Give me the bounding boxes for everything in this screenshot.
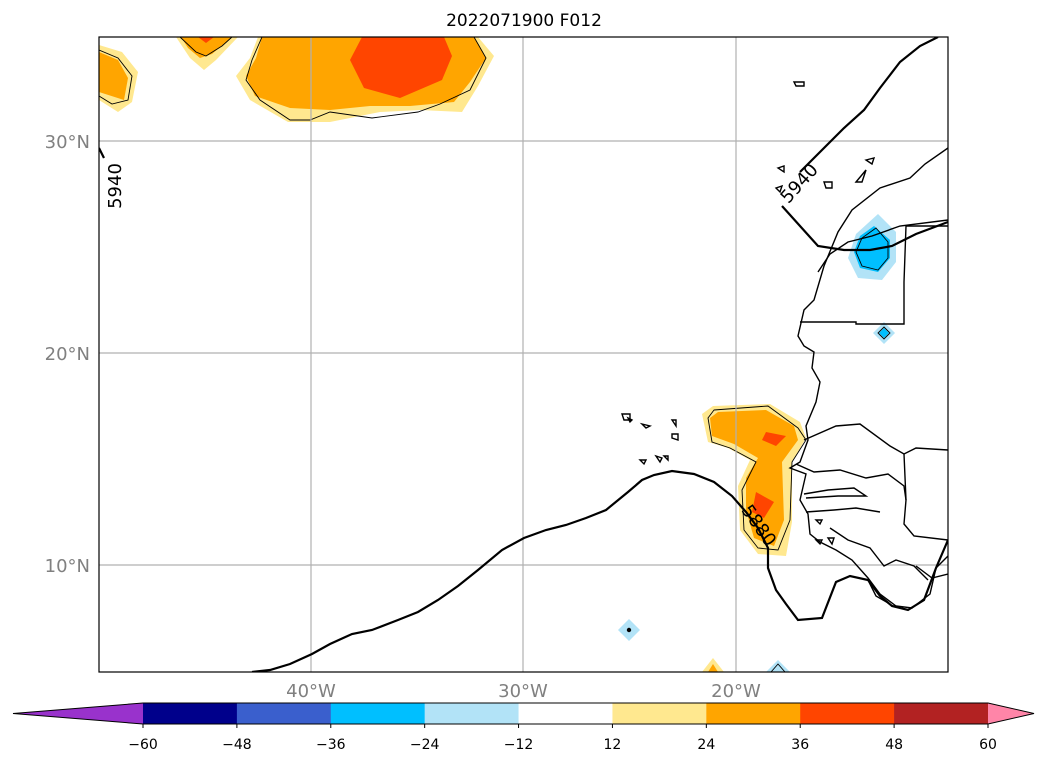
anomaly-negative-small-inner — [879, 328, 889, 338]
madeira-island — [792, 81, 805, 87]
colorbar-segment — [236, 703, 332, 724]
map-panel: 5940 5940 5880 — [98, 36, 949, 673]
colorbar-tick-label: 36 — [791, 737, 809, 753]
map-title: 2022071900 F012 — [446, 11, 602, 31]
contour-5880 — [251, 469, 948, 672]
contour-outline-westafrica — [707, 405, 807, 551]
contour-outline-small — [877, 326, 891, 340]
lat-label-20n: 20°N — [45, 344, 90, 365]
small-island-dot — [626, 627, 632, 633]
colorbar-segment — [330, 703, 426, 724]
colorbar-extend-high — [988, 703, 1034, 724]
contour-outline-bottom — [770, 663, 786, 672]
colorbar-tick-label: 60 — [979, 737, 997, 753]
anomaly-patch-westafrica-core2 — [752, 492, 774, 518]
anomaly-negative-bottom — [766, 660, 790, 672]
lon-label-40w: 40°W — [286, 681, 336, 702]
anomaly-patch-topleft-inner — [99, 52, 128, 100]
anomaly-patch-north-core — [350, 37, 452, 98]
lon-label-30w: 30°W — [498, 681, 548, 702]
colorbar-tick-label: −60 — [128, 737, 158, 753]
colorbar-segment — [518, 703, 613, 724]
western-sahara-border — [800, 225, 948, 325]
lon-label-20w: 20°W — [711, 681, 761, 702]
canary-islands — [774, 157, 876, 194]
mali-border — [903, 453, 948, 541]
anomaly-patch-westafrica-core1 — [762, 432, 786, 446]
colorbar-tick-label: −36 — [316, 737, 346, 753]
bissagos-islands — [814, 519, 835, 546]
colorbar-segment — [612, 703, 707, 724]
senegal-border — [795, 463, 907, 501]
colorbar-segment — [706, 703, 801, 724]
colorbar-tick-label: −48 — [222, 737, 252, 753]
contour-outline-north — [245, 37, 487, 121]
colorbar-segment — [143, 703, 238, 724]
colorbar-extend-low — [13, 703, 143, 724]
colorbar-segment — [800, 703, 895, 724]
colorbar: −60 −48 −36 −24 −12 12 24 36 48 60 — [12, 702, 1035, 753]
map-frame — [98, 36, 949, 673]
thin-contours — [99, 37, 891, 672]
colorbar-tick-label: −24 — [410, 737, 440, 753]
contour-5940-loop — [781, 205, 948, 252]
contour-5940-east — [799, 37, 939, 173]
contour-5940-west — [99, 147, 105, 159]
contour-label-west: 5940 — [105, 163, 126, 209]
gambia-border — [803, 487, 869, 499]
guinea-border — [829, 527, 929, 581]
colorbar-segment — [894, 703, 989, 724]
colorbar-segment — [424, 703, 520, 724]
cape-verde-islands — [621, 413, 679, 466]
contour-outline-morocco — [855, 227, 889, 271]
colorbar-tick-label: −12 — [504, 737, 534, 753]
contour-outline-topleft — [99, 49, 133, 105]
graticule — [99, 37, 948, 672]
colorbar-tick-label: 48 — [885, 737, 903, 753]
colorbar-tick-label: 12 — [604, 737, 622, 753]
anomaly-patch-top-small-core — [198, 37, 214, 43]
lat-label-10n: 10°N — [45, 556, 90, 577]
anomaly-positive-bottom-inner — [708, 664, 718, 672]
colorbar-tick-label: 24 — [697, 737, 715, 753]
contour-outline-top-small — [179, 37, 233, 57]
coastlines — [788, 147, 948, 609]
guinea-bissau-border — [805, 507, 881, 513]
islands — [621, 81, 876, 633]
shaded-fields — [99, 37, 896, 672]
morocco-border — [817, 219, 948, 273]
anomaly-patch-top-small-inner — [181, 37, 232, 58]
lat-label-30n: 30°N — [45, 132, 90, 153]
africa-coastline — [788, 147, 948, 609]
height-contours — [99, 37, 948, 672]
mauritania-border — [803, 423, 948, 455]
